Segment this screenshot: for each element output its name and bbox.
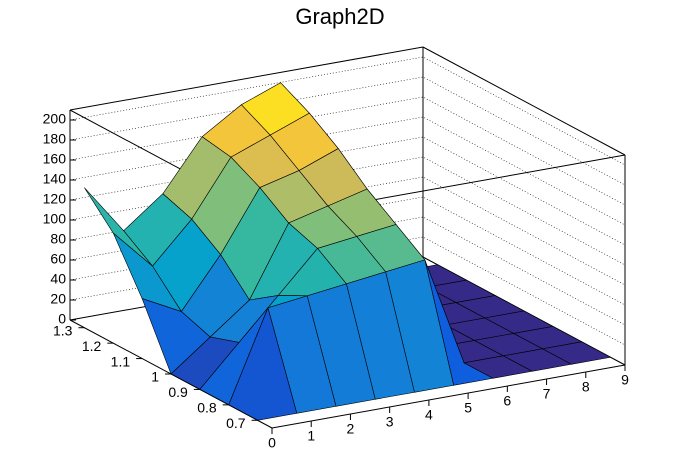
x-tick-label: 9 [621, 372, 629, 388]
x-tick-label: 7 [543, 386, 551, 402]
x-tick-label: 2 [347, 421, 355, 437]
x-tick-label: 5 [464, 400, 472, 416]
z-tick-label: 140 [43, 171, 67, 187]
box-edge [422, 46, 626, 156]
box-edge [69, 46, 424, 111]
x-tick-label: 6 [503, 393, 511, 409]
z-tick-label: 200 [43, 111, 67, 127]
y-tick-label: 1.1 [111, 353, 131, 369]
x-tick-label: 4 [425, 407, 433, 423]
y-tick-label: 0.8 [197, 400, 217, 416]
z-tick-label: 20 [50, 291, 66, 307]
x-tick-label: 8 [582, 379, 590, 395]
y-tick-label: 1.3 [53, 322, 73, 338]
y-tick-label: 0.9 [168, 384, 188, 400]
z-tick-label: 40 [50, 271, 66, 287]
x-tick-label: 0 [268, 435, 276, 451]
chart-title: Graph2D [295, 4, 384, 29]
z-tick-label: 80 [50, 231, 66, 247]
z-tick-label: 100 [43, 211, 67, 227]
z-tick-label: 180 [43, 131, 67, 147]
z-tick-label: 60 [50, 251, 66, 267]
y-tick-label: 1 [151, 369, 159, 385]
x-tick-label: 3 [386, 414, 394, 430]
z-tick-label: 0 [58, 311, 66, 327]
z-tick-label: 120 [43, 191, 67, 207]
x-axis [271, 364, 626, 429]
z-tick-label: 160 [43, 151, 67, 167]
y-tick-label: 0.7 [226, 415, 246, 431]
x-tick-label: 1 [307, 428, 315, 444]
y-tick-label: 1.2 [82, 338, 102, 354]
